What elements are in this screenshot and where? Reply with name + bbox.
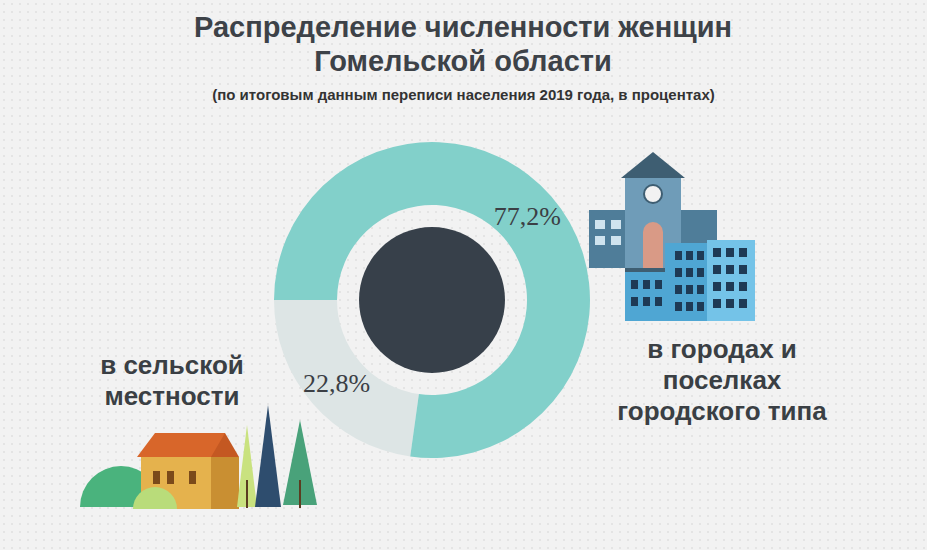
html-text:в городах и поселках городског: в городах и поселках городского типа xyxy=(617,334,827,426)
svg-text:77,2%: 77,2% xyxy=(494,202,561,231)
svg-text:22,8%: 22,8% xyxy=(303,369,370,398)
html-text:в сельской местности: в сельской местности xyxy=(100,350,244,411)
html-text:Распределение численности женщ: Распределение численности женщин Гомельс… xyxy=(194,11,732,77)
html-text:(по итоговым данным переписи н: (по итоговым данным переписи населения 2… xyxy=(212,86,715,103)
